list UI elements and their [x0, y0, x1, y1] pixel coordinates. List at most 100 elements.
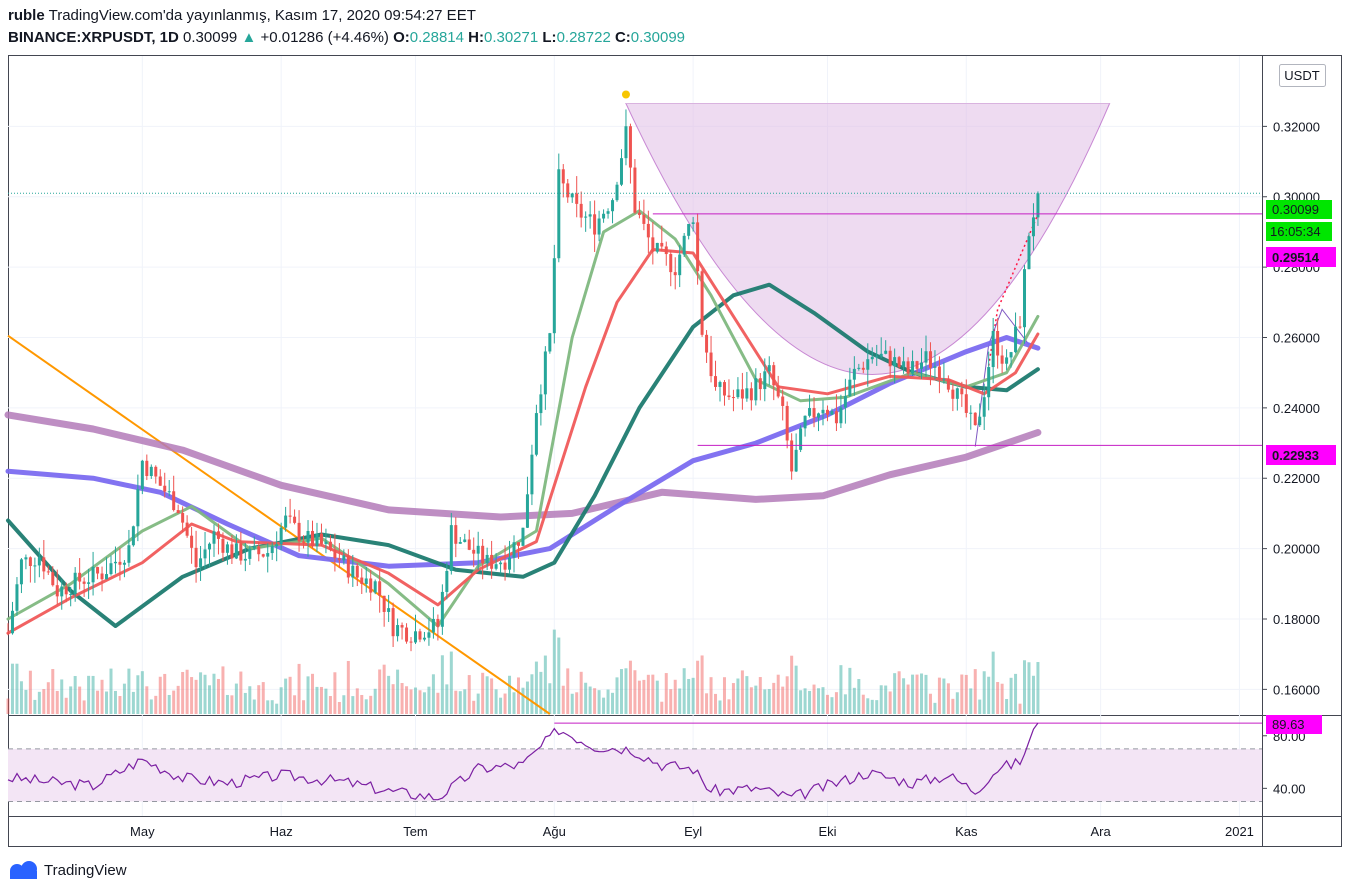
volume-bar: [1023, 660, 1027, 714]
candle-body: [508, 557, 512, 570]
volume-bar: [279, 687, 283, 714]
candle-body: [490, 554, 494, 569]
candle-body: [440, 591, 444, 627]
currency-button-label[interactable]: USDT: [1284, 68, 1319, 83]
candle-body: [503, 562, 507, 570]
time-axis[interactable]: May Haz Tem Ağu Eyl Eki Kas Ara 2021: [130, 824, 1254, 839]
volume-bar: [342, 695, 346, 714]
candle-body: [964, 394, 968, 413]
candle-body: [682, 235, 686, 255]
rsi-band: [8, 748, 1262, 802]
candle-body: [234, 543, 238, 559]
level-high-tag: 0.29514: [1266, 247, 1336, 267]
volume-bar: [655, 680, 659, 714]
volume-bar: [33, 699, 37, 714]
candle-body: [154, 466, 158, 477]
projection-line: [987, 214, 1039, 366]
volume-bar: [355, 688, 359, 714]
candle-body: [924, 351, 928, 363]
candle-body: [691, 222, 695, 224]
candle-body: [427, 632, 431, 638]
volume-bar: [28, 670, 32, 714]
candle-body: [494, 564, 498, 569]
low-label: L:: [542, 29, 557, 46]
volume-bar: [651, 674, 655, 714]
volume-bar: [319, 686, 323, 714]
volume-bar: [776, 674, 780, 714]
volume-bar: [884, 685, 888, 714]
currency-button[interactable]: USDT: [1279, 64, 1326, 87]
candle-body: [1018, 326, 1022, 328]
candle-body: [91, 567, 95, 583]
candle-body: [319, 533, 323, 544]
candle-body: [199, 558, 203, 568]
volume-bar: [69, 686, 73, 714]
candle-body: [400, 625, 404, 628]
price-tick-label: 0.16000: [1273, 682, 1320, 697]
volume-bar: [1005, 698, 1009, 714]
candle-body: [651, 237, 655, 252]
volume-bar: [714, 693, 718, 714]
candle-body: [1023, 269, 1027, 328]
candlesticks: [6, 109, 1040, 652]
volume-bar: [10, 663, 14, 714]
candle-body: [96, 567, 100, 574]
candle-body: [696, 222, 700, 272]
volume-bar: [960, 674, 964, 714]
candle-body: [879, 353, 883, 357]
volume-bar: [199, 672, 203, 714]
candle-body: [602, 213, 606, 219]
volume-bar: [534, 661, 538, 714]
candle-body: [758, 378, 762, 390]
publish-info: TradingView.com'da yayınlanmış, Kasım 17…: [48, 7, 476, 24]
volume-bar: [440, 655, 444, 714]
candle-body: [615, 184, 619, 201]
volume-bar: [722, 677, 726, 714]
volume-bar: [288, 676, 292, 714]
candle-body: [996, 330, 1000, 356]
rsi-value-tag: 89.63: [1266, 715, 1322, 734]
candle-body: [55, 585, 59, 597]
volume-bar: [181, 671, 185, 714]
candle-body: [284, 515, 288, 528]
candle-body: [902, 361, 906, 368]
candle-body: [870, 356, 874, 360]
candle-body: [731, 397, 735, 399]
volume-bar: [893, 673, 897, 714]
volume-bar: [754, 685, 758, 714]
volume-bar: [167, 694, 171, 714]
volume-bar: [405, 686, 409, 714]
volume-bar: [60, 679, 64, 714]
volume-bar: [955, 692, 959, 714]
candle-body: [149, 466, 153, 477]
volume-bar: [821, 687, 825, 714]
candle-body: [991, 330, 995, 368]
volume-bar: [369, 695, 373, 714]
volume-bar: [539, 671, 543, 714]
chart-frame: [8, 55, 1342, 847]
trendline: [7, 334, 551, 715]
open-label: O:: [393, 29, 410, 46]
volume-bar: [767, 689, 771, 714]
volume-bar: [991, 651, 995, 714]
candle-body: [33, 565, 37, 567]
candle-body: [499, 562, 503, 565]
footer-brand[interactable]: TradingView: [8, 860, 127, 880]
price-axis[interactable]: 0.320000.300000.280000.260000.240000.220…: [1262, 119, 1320, 796]
brand-name: TradingView: [44, 861, 127, 879]
candle-body: [266, 553, 270, 557]
candle-body: [619, 158, 623, 185]
volume-bar: [830, 697, 834, 714]
candle-body: [906, 361, 910, 374]
candle-body: [946, 379, 950, 390]
candle-body: [306, 530, 310, 543]
volume-bar: [552, 629, 556, 714]
candle-body: [655, 242, 659, 252]
volume-bar: [682, 668, 686, 714]
candle-body: [176, 510, 180, 514]
volume-bar: [875, 700, 879, 714]
candle-body: [158, 476, 162, 486]
candle-body: [960, 388, 964, 395]
volume-bar: [987, 676, 991, 714]
